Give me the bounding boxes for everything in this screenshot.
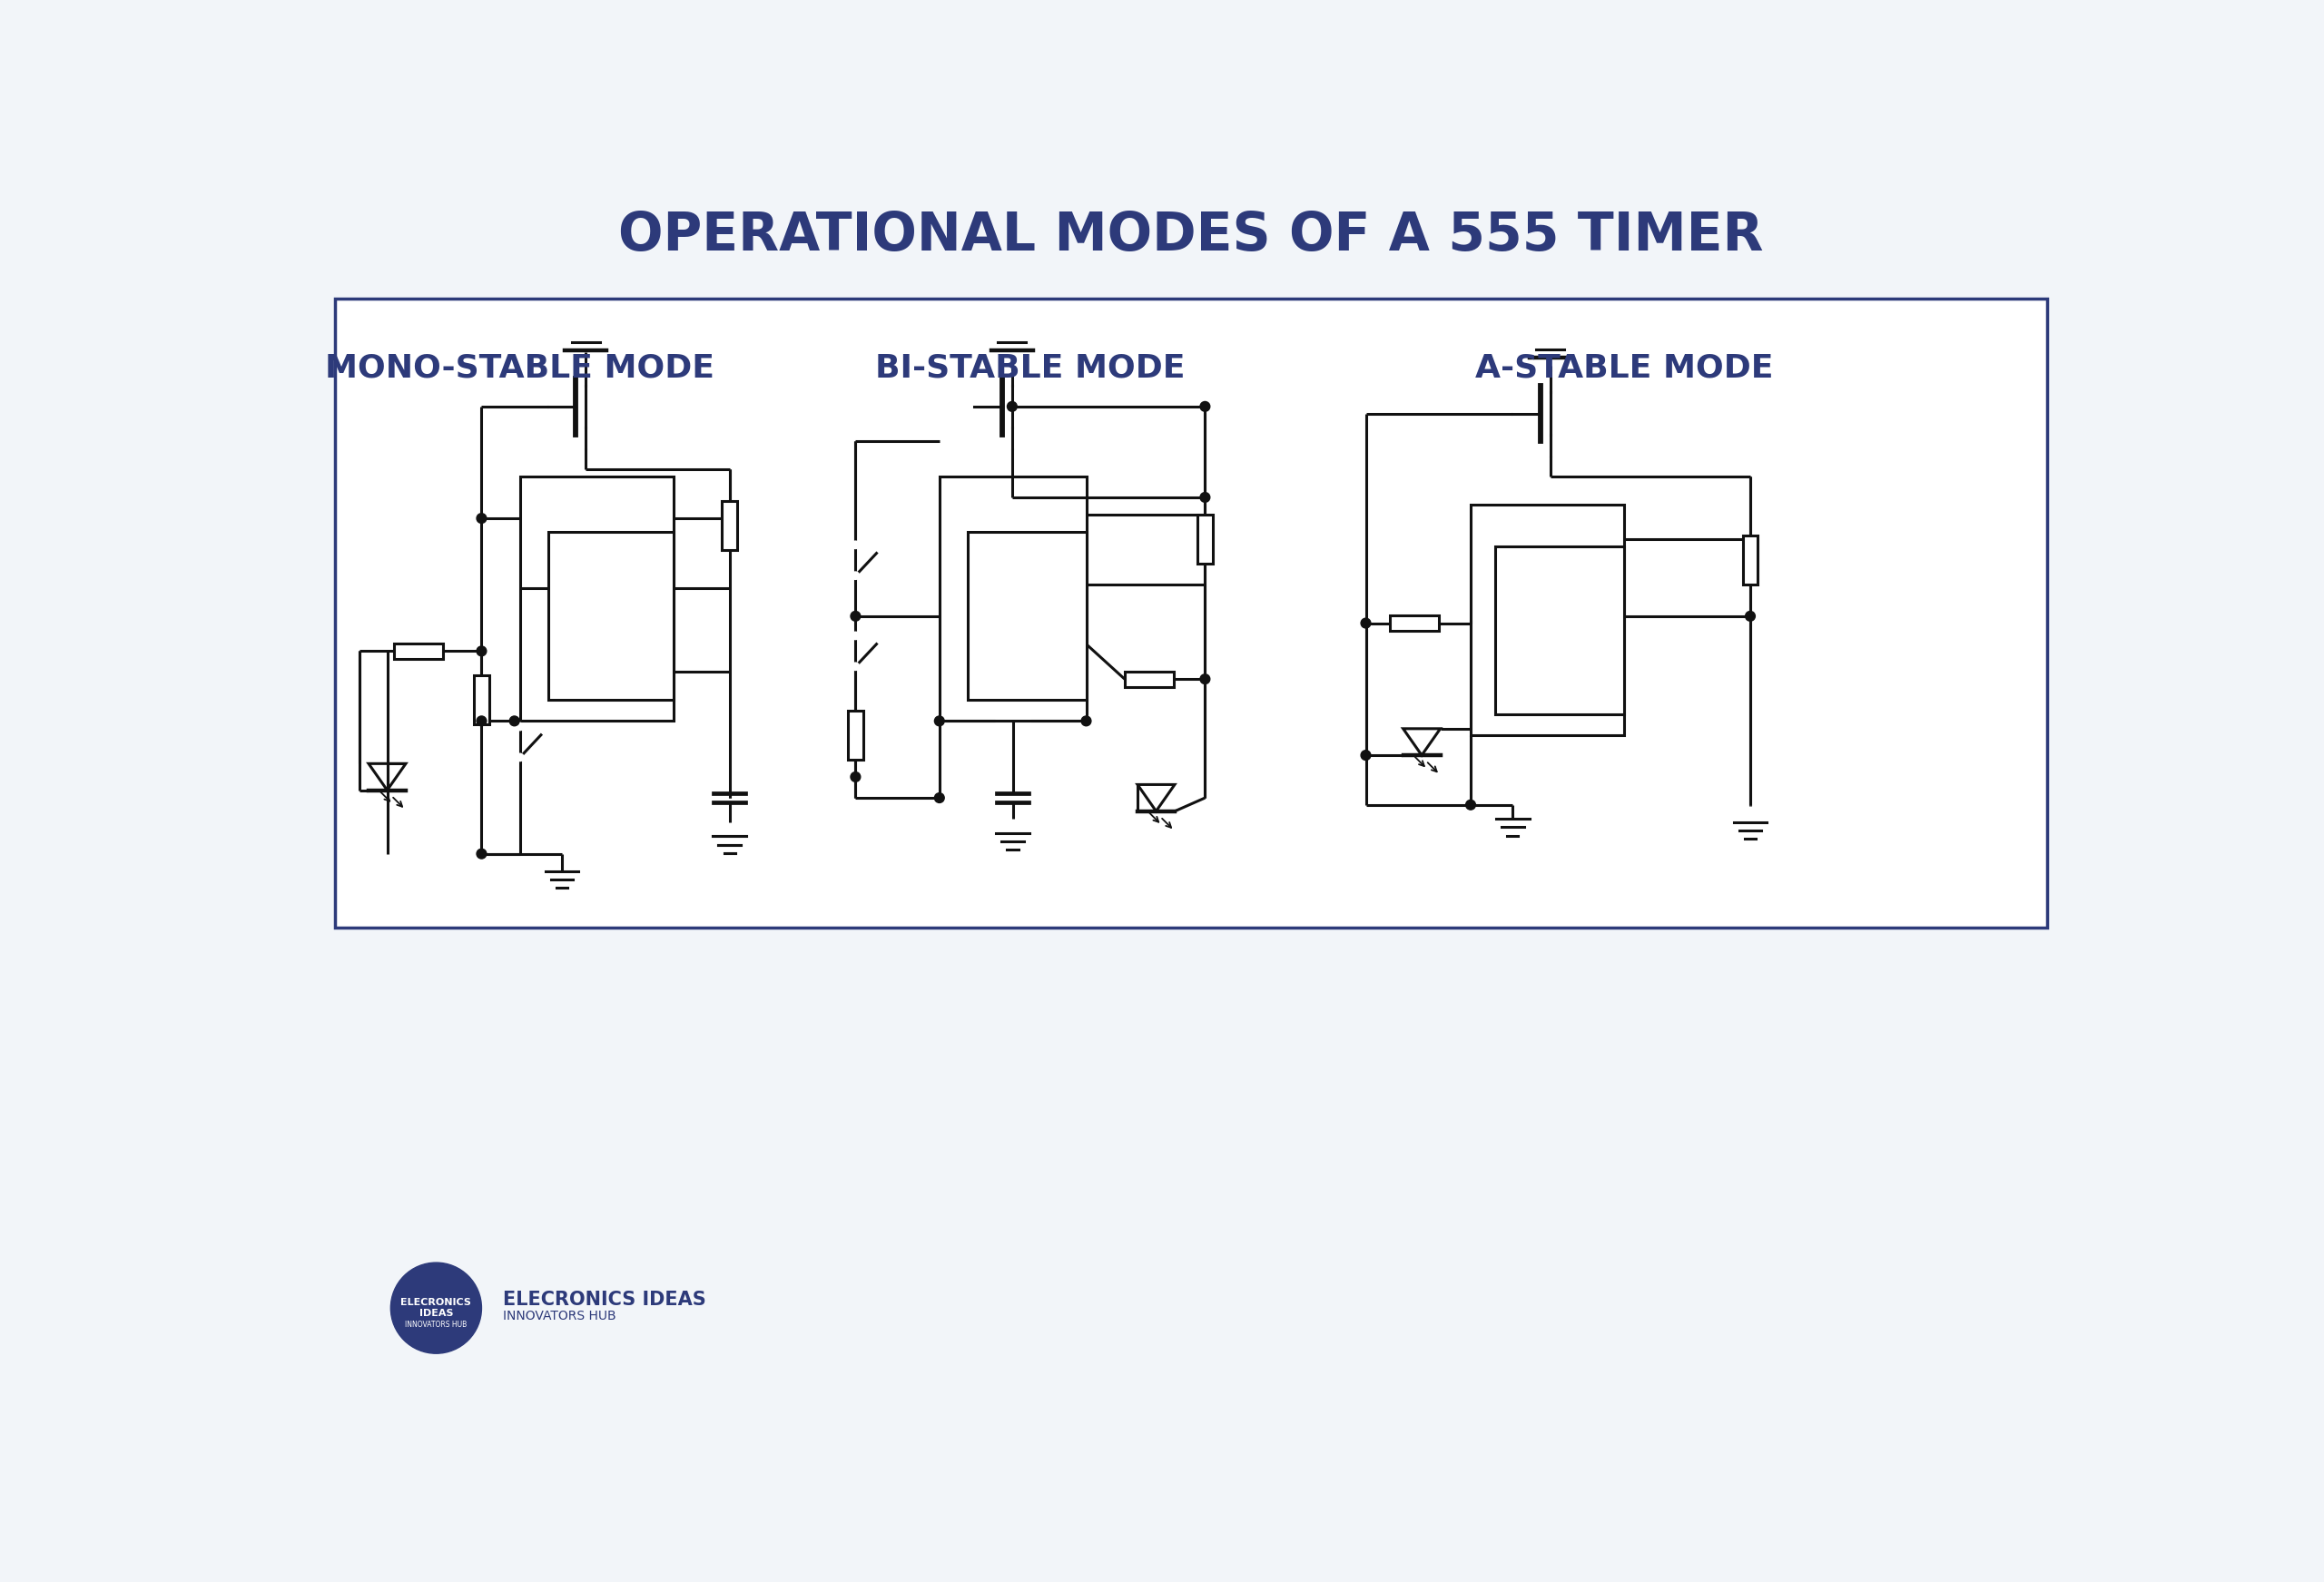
Bar (548, 532, 674, 699)
Text: BI-STABLE MODE: BI-STABLE MODE (876, 353, 1185, 383)
Circle shape (853, 541, 860, 549)
Bar (1494, 546, 1624, 713)
Circle shape (1199, 492, 1211, 501)
Text: A-STABLE MODE: A-STABLE MODE (1476, 353, 1773, 383)
Circle shape (1199, 674, 1211, 683)
Circle shape (1199, 402, 1211, 411)
Circle shape (1466, 800, 1476, 810)
Text: ELECRONICS: ELECRONICS (400, 1297, 472, 1307)
Bar (1471, 505, 1624, 736)
Circle shape (1006, 402, 1018, 411)
Bar (474, 676, 490, 725)
Bar (1743, 536, 1757, 585)
Bar (1390, 615, 1439, 631)
Circle shape (1081, 717, 1090, 726)
Bar (967, 532, 1085, 699)
Bar (723, 501, 737, 551)
Circle shape (853, 663, 860, 669)
Circle shape (476, 645, 486, 657)
Circle shape (853, 633, 860, 639)
Text: OPERATIONAL MODES OF A 555 TIMER: OPERATIONAL MODES OF A 555 TIMER (618, 209, 1764, 261)
Circle shape (853, 573, 860, 579)
Circle shape (851, 611, 860, 622)
Text: IDEAS: IDEAS (418, 1308, 453, 1318)
Circle shape (934, 793, 944, 802)
Circle shape (1362, 750, 1371, 759)
Text: INNOVATORS HUB: INNOVATORS HUB (502, 1310, 616, 1323)
Circle shape (509, 717, 518, 726)
Bar (1197, 514, 1213, 563)
Bar (335, 297, 2047, 927)
Circle shape (1745, 611, 1755, 622)
Bar (395, 644, 444, 658)
Circle shape (476, 850, 486, 859)
Circle shape (390, 1262, 481, 1354)
Circle shape (476, 717, 486, 726)
Text: ELECRONICS IDEAS: ELECRONICS IDEAS (502, 1291, 706, 1308)
Bar (939, 476, 1085, 721)
Circle shape (516, 755, 523, 761)
Circle shape (934, 717, 944, 726)
Circle shape (476, 514, 486, 524)
Circle shape (851, 772, 860, 782)
Text: INNOVATORS HUB: INNOVATORS HUB (404, 1321, 467, 1329)
Circle shape (1362, 619, 1371, 628)
Circle shape (516, 723, 523, 729)
Bar (1125, 671, 1174, 687)
Bar (848, 710, 862, 759)
Bar (521, 476, 674, 721)
Text: MONO-STABLE MODE: MONO-STABLE MODE (325, 353, 716, 383)
